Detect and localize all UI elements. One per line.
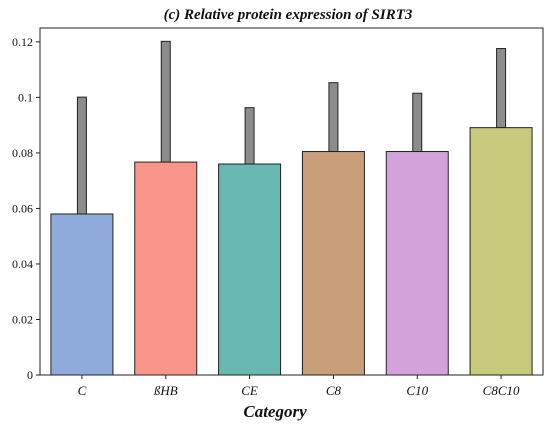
bar	[385, 151, 449, 376]
x-tick-label: C8C10	[483, 383, 520, 398]
bars-group	[50, 40, 533, 376]
error-bar	[328, 82, 339, 153]
error-bar	[412, 92, 423, 153]
error-bar	[496, 48, 507, 129]
y-tick-label: 0.1	[18, 90, 33, 104]
error-bar	[160, 40, 171, 163]
y-tick-label: 0.02	[12, 312, 33, 326]
chart-title: (c) Relative protein expression of SIRT3	[164, 7, 413, 23]
x-tick-label: C10	[406, 383, 428, 398]
bar	[134, 161, 198, 376]
x-tick-label: CE	[241, 383, 258, 398]
x-tick-label: C	[78, 383, 87, 398]
error-bar	[244, 107, 255, 165]
y-axis: 0 0.02 0.04 0.06 0.08 0.1 0.12	[12, 35, 40, 382]
x-axis-label: Category	[243, 402, 307, 421]
y-tick-label: 0.08	[12, 146, 33, 160]
y-tick-label: 0.12	[12, 35, 33, 49]
bar	[50, 213, 114, 376]
y-tick-label: 0.06	[12, 201, 33, 215]
x-tick-label: C8	[326, 383, 342, 398]
plot-frame	[39, 27, 544, 376]
x-tick-label: ßHB	[153, 383, 178, 398]
bar	[469, 127, 533, 376]
y-tick-label: 0	[27, 368, 33, 382]
bar	[218, 163, 282, 376]
y-tick-label: 0.04	[12, 257, 33, 271]
bar	[301, 151, 365, 376]
error-bar	[76, 96, 87, 215]
